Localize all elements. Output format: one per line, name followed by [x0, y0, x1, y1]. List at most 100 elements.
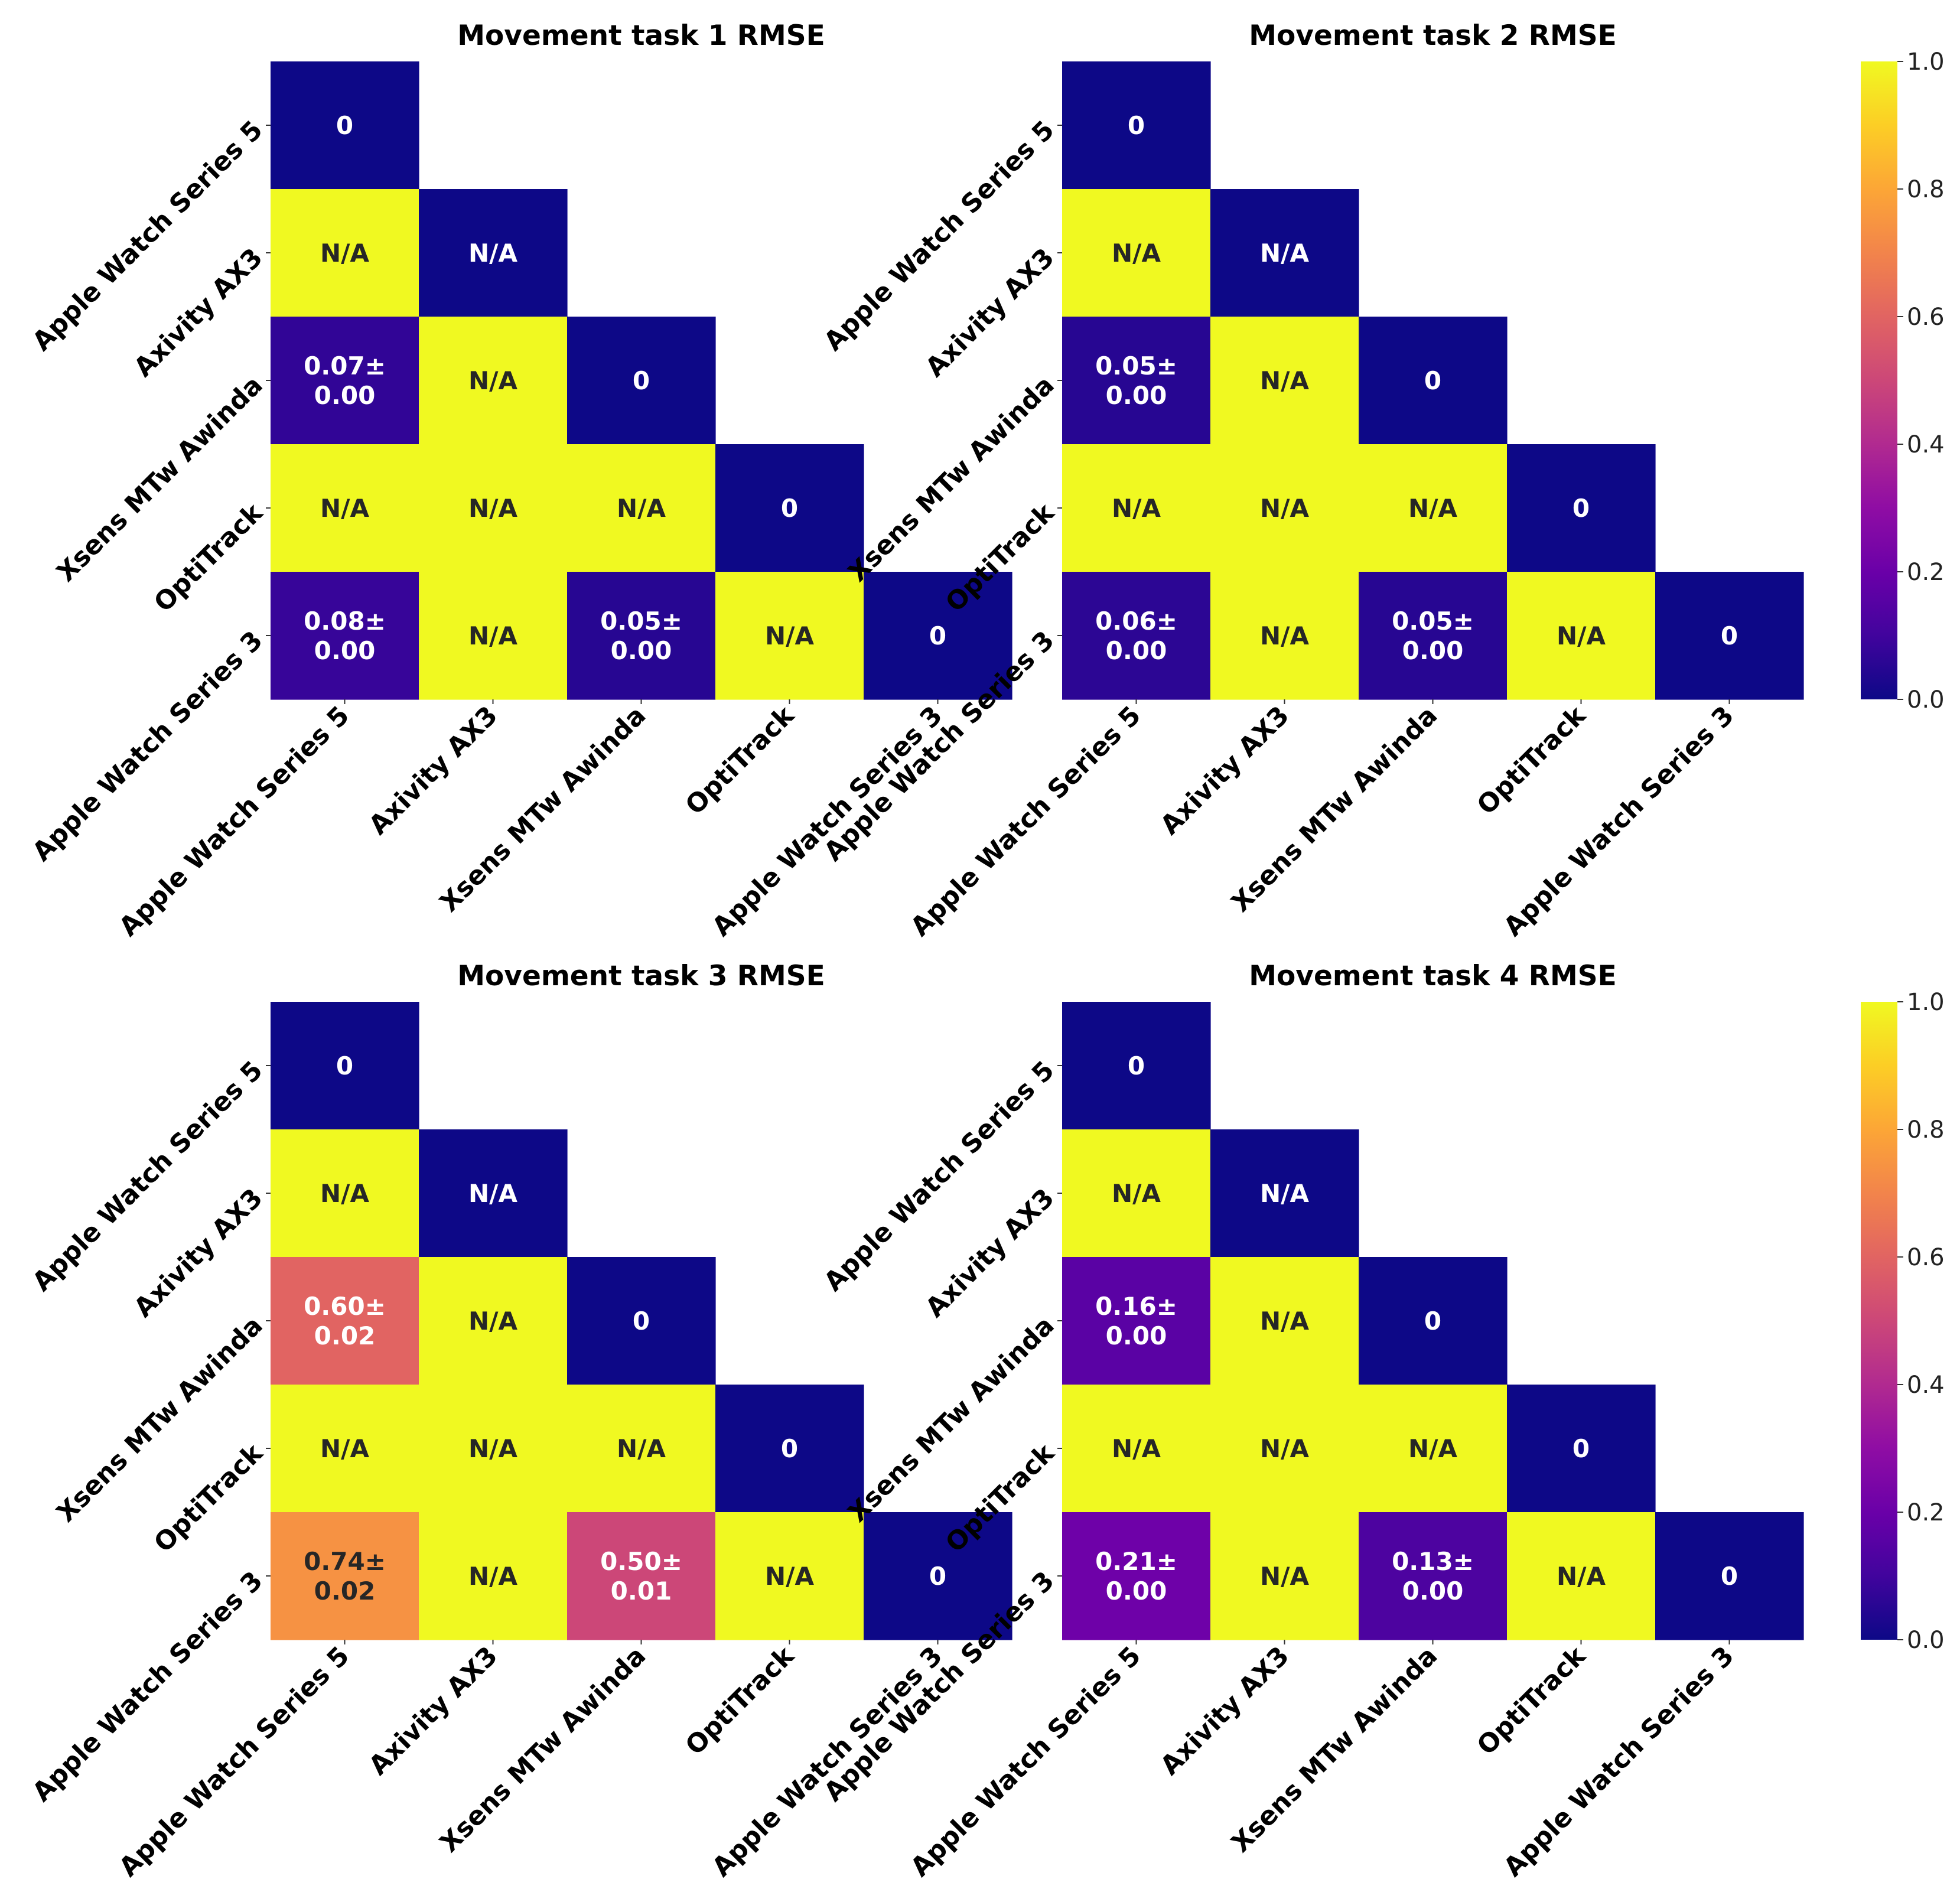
x-tick-label: OptiTrack	[680, 1640, 801, 1761]
heatmap-cell	[715, 1512, 864, 1640]
x-tick-label: OptiTrack	[680, 699, 801, 820]
heatmap-cell	[419, 189, 568, 317]
y-tick-label: Apple Watch Series 5	[818, 1056, 1060, 1297]
heatmap-cell	[1507, 444, 1656, 572]
heatmap-cell	[1210, 1129, 1359, 1258]
heatmap-cell	[1210, 1385, 1359, 1513]
cell-annotation: 0.05± 0.00	[1095, 351, 1177, 410]
heatmap-cell	[1359, 444, 1508, 572]
heatmap-cell	[1210, 572, 1359, 700]
heatmap-cell	[715, 572, 864, 700]
heatmap-cell	[271, 572, 419, 700]
heatmap-cell	[1210, 1257, 1359, 1385]
cell-annotation: N/A	[1260, 239, 1309, 268]
cell-annotation: N/A	[1112, 1179, 1161, 1208]
x-tick-label: OptiTrack	[1471, 1640, 1593, 1761]
colorbar-gradient	[1861, 1002, 1897, 1640]
heatmap-panel-2: Movement task 2 RMSE 0 N/A N/A 0.05± 0.00 N/A 0…	[818, 19, 1804, 942]
x-tick-label: Axivity AX3	[1155, 1641, 1295, 1782]
cell-annotation: 0.05± 0.00	[600, 607, 682, 665]
heatmap-cell	[1359, 572, 1508, 700]
heatmap-cell	[419, 1129, 568, 1258]
cell-annotation: N/A	[1408, 494, 1457, 523]
cell-annotation: 0	[929, 1562, 946, 1591]
cell-annotation: N/A	[1112, 1434, 1161, 1463]
heatmap-cell	[1062, 1002, 1211, 1130]
cell-annotation: N/A	[468, 1307, 517, 1336]
heatmap-cell	[419, 1257, 568, 1385]
y-tick-label: Axivity AX3	[128, 243, 269, 383]
heatmap-cell	[1062, 572, 1211, 700]
y-tick-label: OptiTrack	[148, 1437, 269, 1558]
cell-annotation: N/A	[468, 239, 517, 268]
heatmap-cell	[271, 1257, 419, 1385]
cell-annotation: N/A	[765, 1562, 814, 1591]
heatmap-cell	[1210, 1512, 1359, 1640]
cell-annotation: 0	[1721, 621, 1738, 650]
cell-annotation: N/A	[1260, 1562, 1309, 1591]
colorbar-tick-label: 0.4	[1907, 1372, 1945, 1399]
colorbar-tick-label: 0.0	[1907, 686, 1945, 714]
cell-annotation: N/A	[1260, 1434, 1309, 1463]
heatmap-cell	[271, 444, 419, 572]
heatmap-cell	[567, 444, 716, 572]
heatmap-cell	[1359, 1385, 1508, 1513]
heatmap-cell	[1210, 317, 1359, 445]
cell-annotation: N/A	[617, 494, 666, 523]
heatmap-cell	[1062, 1385, 1211, 1513]
cell-annotation: 0	[1721, 1562, 1738, 1591]
heatmap-cell	[271, 1129, 419, 1258]
heatmap-cell	[1507, 1385, 1656, 1513]
heatmap-cell	[864, 1512, 1012, 1640]
colorbar-tick-label: 0.8	[1907, 1116, 1945, 1144]
y-tick-label: Apple Watch Series 5	[27, 1056, 268, 1297]
heatmap-cell	[419, 317, 568, 445]
y-tick-label: Axivity AX3	[128, 1183, 269, 1324]
cell-annotation: 0.07± 0.00	[304, 351, 386, 410]
heatmap-cell	[567, 1512, 716, 1640]
heatmap-cell	[1359, 317, 1508, 445]
heatmap-panel-4: Movement task 4 RMSE 0 N/A N/A 0.16± 0.00 N/A 0…	[818, 960, 1804, 1883]
y-tick-label: Xsens MTw Awinda	[51, 370, 268, 588]
heatmap-cell	[1062, 1512, 1211, 1640]
cell-annotation: N/A	[320, 1434, 369, 1463]
cell-annotation: N/A	[1557, 621, 1606, 650]
cell-annotation: 0	[1572, 1434, 1590, 1463]
heatmap-cell	[1062, 317, 1211, 445]
y-tick-label: Apple Watch Series 5	[818, 115, 1060, 357]
cell-annotation: 0.13± 0.00	[1392, 1547, 1474, 1605]
y-tick-label: Axivity AX3	[920, 243, 1060, 383]
cell-annotation: 0	[1128, 1051, 1145, 1080]
x-tick-label: Axivity AX3	[363, 701, 504, 841]
colorbar-tick-label: 0.6	[1907, 1244, 1945, 1271]
panel-title: Movement task 4 RMSE	[1249, 960, 1616, 992]
y-tick-label: OptiTrack	[148, 497, 269, 618]
cell-annotation: 0	[1424, 366, 1441, 395]
heatmap-cell	[567, 572, 716, 700]
panel-title: Movement task 2 RMSE	[1249, 19, 1616, 52]
cell-annotation: 0.16± 0.00	[1095, 1292, 1177, 1350]
colorbar-tick-label: 0.2	[1907, 559, 1945, 586]
colorbar-tick-label: 1.0	[1907, 989, 1945, 1016]
colorbar-gradient	[1861, 61, 1897, 699]
heatmap-cell	[271, 1385, 419, 1513]
cell-annotation: N/A	[468, 1179, 517, 1208]
cell-annotation: 0	[1572, 494, 1590, 523]
cell-annotation: N/A	[1557, 1562, 1606, 1591]
heatmap-cell	[271, 1512, 419, 1640]
heatmap-cell	[567, 1385, 716, 1513]
x-tick-label: Axivity AX3	[363, 1641, 504, 1782]
heatmap-cell	[1062, 1257, 1211, 1385]
panel-title: Movement task 1 RMSE	[457, 19, 825, 52]
cell-annotation: 0	[1128, 111, 1145, 140]
heatmap-cell	[864, 572, 1012, 700]
heatmap-cell	[271, 1002, 419, 1130]
cell-annotation: N/A	[1112, 239, 1161, 268]
cell-annotation: 0.60± 0.02	[304, 1292, 386, 1350]
cell-annotation: 0	[633, 366, 650, 395]
x-tick-label: Axivity AX3	[1155, 701, 1295, 841]
cell-annotation: N/A	[1260, 1179, 1309, 1208]
cell-annotation: 0	[633, 1307, 650, 1336]
colorbar-tick-label: 0.8	[1907, 176, 1945, 203]
y-tick-label: Xsens MTw Awinda	[51, 1311, 268, 1528]
